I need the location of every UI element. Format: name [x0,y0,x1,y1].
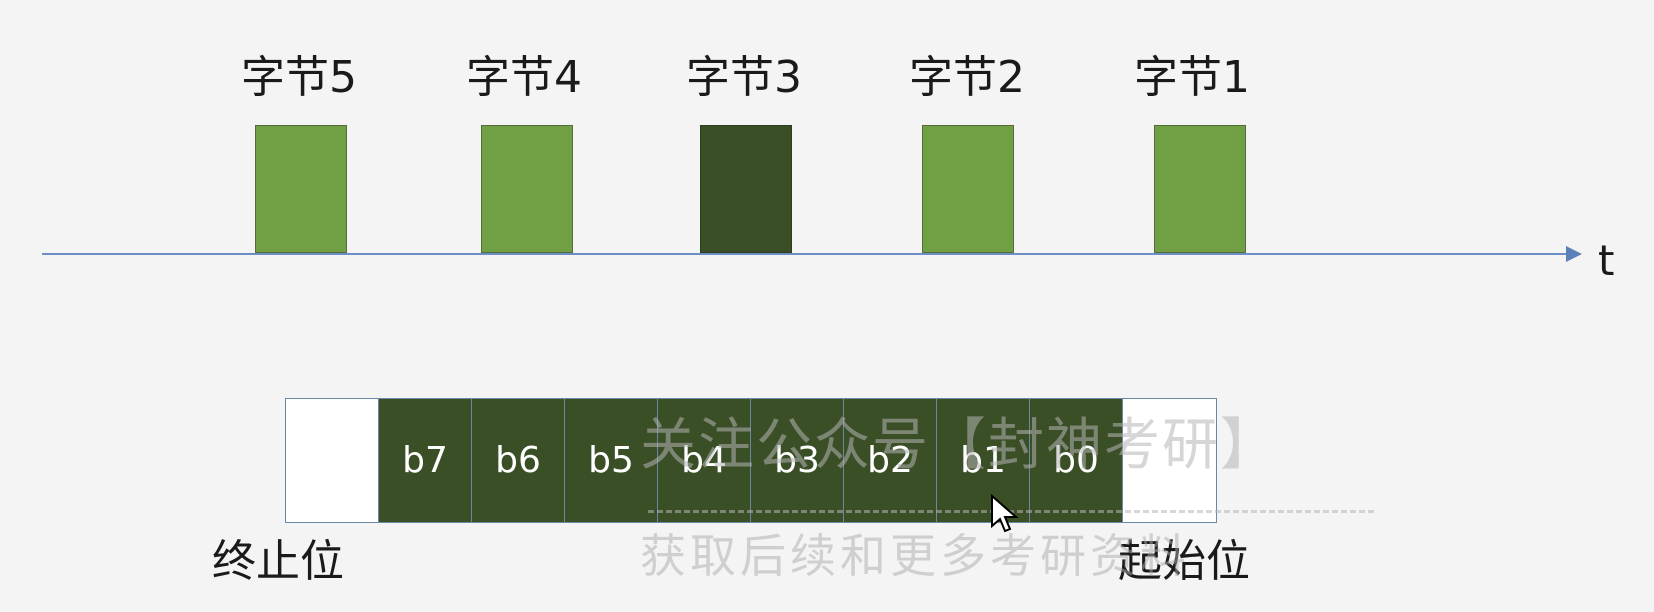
bit-cell-b6: b6 [472,399,565,522]
stop-bit-cell [286,399,379,522]
bit-cell-b5: b5 [565,399,658,522]
watermark-line-2: 获取后续和更多考研资料 [640,529,1190,583]
byte-label-1: 字节1 [1134,52,1250,103]
mouse-cursor-icon [991,494,1019,533]
stop-bit-label: 终止位 [212,536,344,587]
byte-label-3: 字节3 [686,52,802,103]
byte-block-1 [1154,125,1246,253]
bit-frame: b7 b6 b5 b4 b3 b2 b1 b0 [285,398,1217,523]
byte-label-2: 字节2 [909,52,1025,103]
byte-block-2 [922,125,1014,253]
watermark-line-1: 关注公众号【封神考研】 [640,413,1278,478]
bit-cell-b1: b1 [937,399,1030,522]
bit-cell-b7: b7 [379,399,472,522]
bit-cell-b4: b4 [658,399,751,522]
byte-block-3 [700,125,792,253]
byte-block-5 [255,125,347,253]
start-bit-label: 起始位 [1118,536,1250,587]
bit-cell-b2: b2 [844,399,937,522]
bit-cell-b3: b3 [751,399,844,522]
byte-block-4 [481,125,573,253]
timeline-arrowhead [1566,246,1582,262]
byte-label-5: 字节5 [241,52,357,103]
bit-cell-b0: b0 [1030,399,1123,522]
start-bit-cell [1123,399,1216,522]
byte-label-4: 字节4 [466,52,582,103]
time-axis-label: t [1598,236,1615,285]
